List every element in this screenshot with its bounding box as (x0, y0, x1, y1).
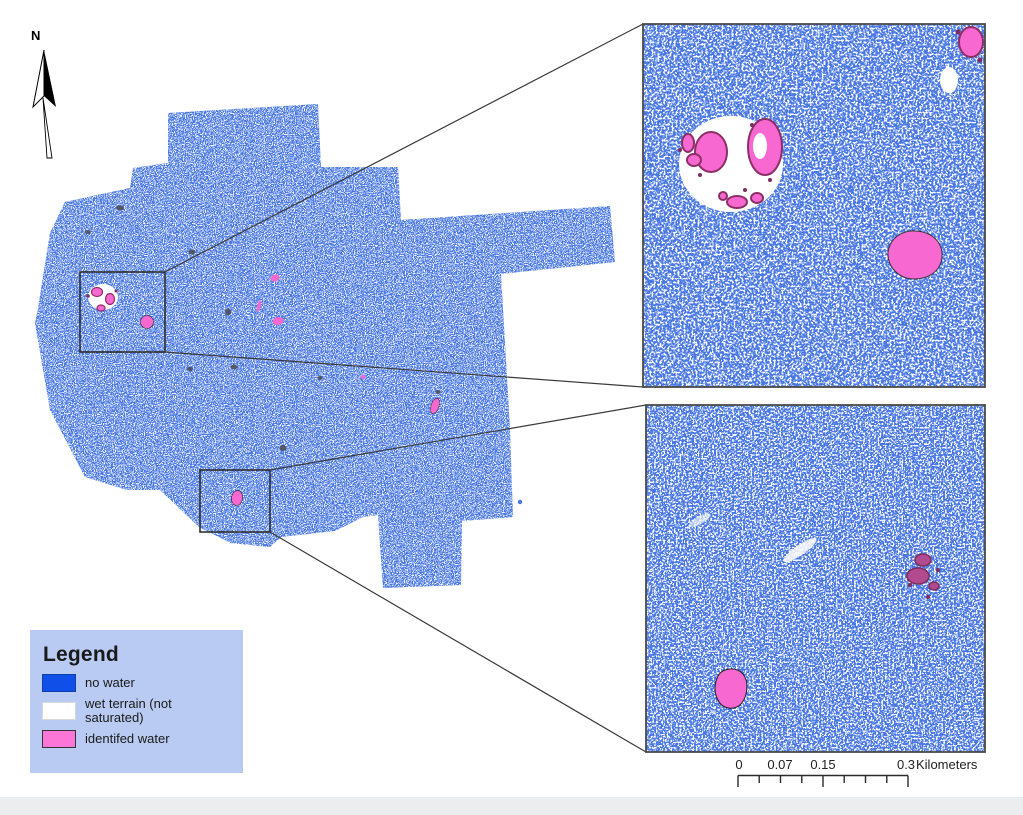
inset-top-border (642, 23, 986, 388)
legend: Legend no water wet terrain (not saturat… (30, 630, 243, 773)
scale-tick-label: 0.15 (810, 757, 836, 772)
scale-unit-label: Kilometers (916, 757, 978, 772)
identified-water-blob (887, 230, 943, 280)
legend-item-label: identifed water (85, 731, 170, 746)
wet-terrain-swatch (42, 702, 76, 720)
no-water-swatch (42, 674, 76, 692)
scale-tick-label: 0.3 (896, 757, 916, 772)
scale-tick-label: 0.07 (767, 757, 793, 772)
inset-bottom-border (645, 404, 986, 753)
legend-item-identified-water: identifed water (42, 730, 231, 748)
maroon-stipple (678, 29, 983, 192)
footer-strip (0, 797, 1023, 815)
main-map-raster (35, 104, 615, 588)
main-map-features (85, 205, 523, 506)
inset-map-top (643, 24, 985, 387)
legend-title: Legend (43, 643, 119, 666)
legend-item-no-water: no water (42, 674, 231, 692)
scale-tick-label: 0 (735, 757, 743, 772)
identified-water-blob (714, 668, 748, 709)
legend-item-label: no water (85, 675, 135, 690)
legend-item-label: wet terrain (not saturated) (85, 696, 172, 725)
extent-rectangle-bottom (199, 469, 271, 533)
inset-leader-lines (164, 23, 647, 753)
legend-item-wet-terrain: wet terrain (not saturated) (42, 697, 231, 725)
inset-map-bottom (646, 405, 985, 752)
scale-bar (737, 774, 909, 787)
identified-water-swatch (42, 730, 76, 748)
north-arrow-icon (32, 49, 56, 159)
dark-terrain-marks (85, 205, 441, 451)
north-label: N (31, 28, 41, 43)
extent-rectangle-top (79, 271, 166, 353)
maroon-water-cluster (906, 553, 940, 591)
